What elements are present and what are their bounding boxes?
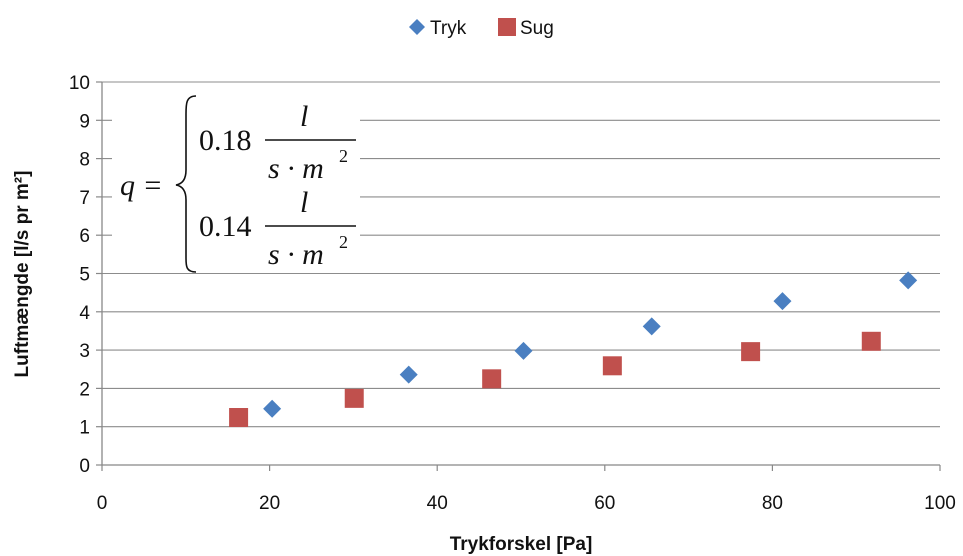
y-tick-label-8: 8 <box>79 150 90 171</box>
formula-case1-denominator: s · m <box>268 152 324 185</box>
formula-case1-exponent: 2 <box>339 146 348 166</box>
legend-item-sug: Sug <box>498 18 554 39</box>
y-tick-label-4: 4 <box>79 303 90 324</box>
formula-case1-coef: 0.18 <box>199 124 252 157</box>
formula-lhs: q = <box>120 169 163 202</box>
point-tryk-2 <box>399 365 418 384</box>
x-tick-label-60: 60 <box>594 493 615 514</box>
point-sug-1 <box>229 408 249 428</box>
legend: Tryk Sug <box>409 18 554 39</box>
legend-marker-tryk <box>409 19 425 35</box>
formula-brace <box>175 95 197 273</box>
formula-case1-numerator: l <box>300 100 308 133</box>
x-tick-label-0: 0 <box>97 493 108 514</box>
legend-marker-sug <box>498 18 516 36</box>
point-tryk-5 <box>773 292 792 311</box>
legend-label-tryk: Tryk <box>430 18 467 39</box>
y-tick-label-7: 7 <box>79 188 90 209</box>
y-tick-label-10: 10 <box>69 73 90 94</box>
y-tick-label-3: 3 <box>79 341 90 362</box>
legend-label-sug: Sug <box>520 18 554 39</box>
data-points <box>229 271 918 428</box>
point-tryk-4 <box>642 317 661 336</box>
y-tick-label-6: 6 <box>79 226 90 247</box>
y-tick-label-5: 5 <box>79 265 90 286</box>
point-sug-4 <box>602 356 622 376</box>
legend-item-tryk: Tryk <box>409 18 467 39</box>
x-tick-label-100: 100 <box>924 493 956 514</box>
point-sug-5 <box>741 342 761 362</box>
point-sug-6 <box>861 331 881 351</box>
y-tick-label-0: 0 <box>79 456 90 477</box>
point-sug-3 <box>482 369 502 389</box>
point-tryk-6 <box>899 271 918 290</box>
y-tick-labels: 0 1 2 3 4 5 6 7 8 9 10 <box>69 73 102 477</box>
formula-case2-coef: 0.14 <box>199 210 252 243</box>
formula-case2-numerator: l <box>300 186 308 219</box>
point-tryk-3 <box>514 341 533 360</box>
x-tick-label-20: 20 <box>259 493 280 514</box>
y-axis-title: Luftmængde [l/s pr m²] <box>12 171 33 378</box>
y-tick-label-1: 1 <box>79 418 90 439</box>
x-tick-labels: 0 20 40 60 80 100 <box>97 465 956 514</box>
y-tick-label-9: 9 <box>79 111 90 132</box>
y-tick-label-2: 2 <box>79 379 90 400</box>
point-tryk-1 <box>263 399 282 418</box>
x-tick-label-80: 80 <box>762 493 783 514</box>
x-tick-label-40: 40 <box>427 493 448 514</box>
point-sug-2 <box>344 388 364 408</box>
formula-background <box>112 88 360 270</box>
x-axis-title: Trykforskel [Pa] <box>450 534 593 555</box>
formula-case2-exponent: 2 <box>339 232 348 252</box>
formula-case2-denominator: s · m <box>268 238 324 271</box>
formula-annotation: q = 0.18 l s · m 2 0.14 l s · m 2 <box>112 88 360 273</box>
